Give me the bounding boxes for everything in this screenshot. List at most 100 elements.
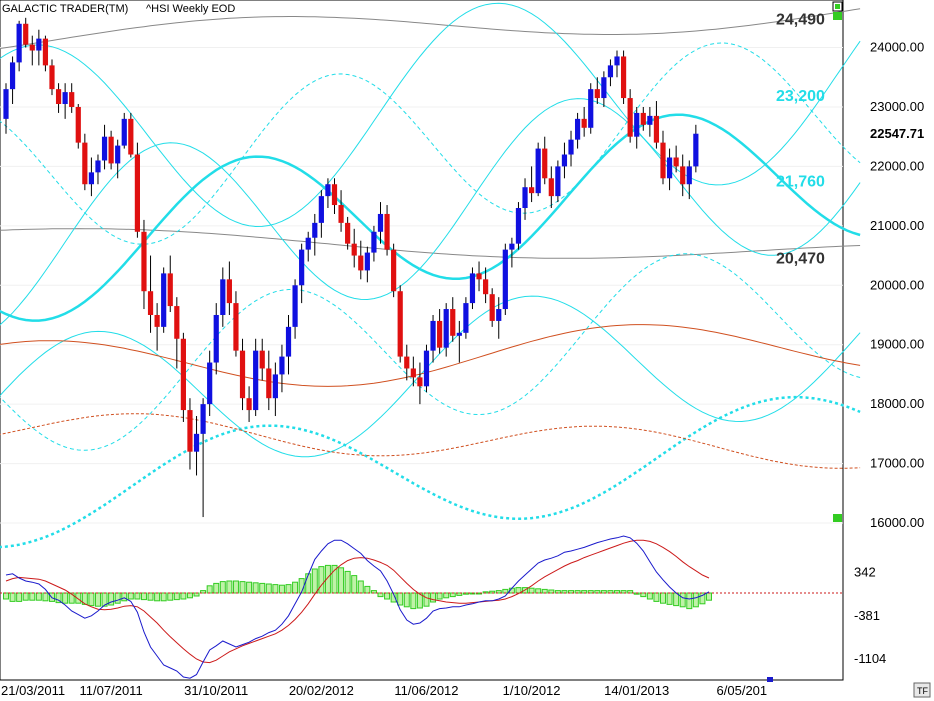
candle-body <box>187 410 193 452</box>
candle-body <box>266 368 272 399</box>
oscillator-tick-label: 342 <box>854 564 876 579</box>
restore-button-indicator <box>835 4 840 9</box>
candle-body <box>305 237 311 250</box>
candle-body <box>686 166 692 185</box>
candle-body <box>430 320 436 351</box>
date-tick-label: 14/01/2013 <box>604 683 669 698</box>
histogram-bar <box>121 592 128 602</box>
histogram-bar <box>42 592 49 602</box>
histogram-bar <box>344 570 351 594</box>
candle-body <box>49 65 55 90</box>
histogram-bar <box>206 585 213 594</box>
candle-body <box>246 398 252 411</box>
histogram-bar <box>127 592 134 600</box>
candle-body <box>259 350 265 369</box>
histogram-bar <box>541 588 548 594</box>
candle-body <box>377 213 384 232</box>
level-label: 20,470 <box>776 250 825 267</box>
histogram-bar <box>620 590 627 594</box>
histogram-bar <box>568 590 575 594</box>
histogram-bar <box>167 592 174 601</box>
candle-body <box>128 118 134 155</box>
histogram-bar <box>692 592 699 608</box>
candle-body <box>226 279 232 304</box>
candle-body <box>141 231 147 292</box>
panel-bottom-handle[interactable] <box>833 514 842 522</box>
candle-body <box>253 350 259 411</box>
histogram-bar <box>436 592 443 600</box>
candle-body <box>601 77 607 99</box>
candle-body <box>42 38 49 66</box>
candle-body <box>82 142 88 185</box>
candle-body <box>193 433 200 452</box>
candle-body <box>614 56 620 66</box>
price-panel-frame <box>0 0 844 524</box>
oscillator-tick-label: -381 <box>854 608 880 623</box>
histogram-bar <box>311 568 318 594</box>
histogram-bar <box>640 592 647 598</box>
candle-body <box>16 23 22 63</box>
candle-body <box>134 154 140 232</box>
candle-body <box>88 172 95 185</box>
candle-body <box>121 118 127 146</box>
histogram-bar <box>666 592 673 605</box>
scroll-position-marker[interactable] <box>767 677 773 682</box>
date-tick-label: 20/02/2012 <box>289 683 354 698</box>
signal-line <box>5 539 710 664</box>
date-tick-label: 21/03/2011 <box>1 683 65 698</box>
candle-body <box>167 273 173 307</box>
candle-body <box>574 118 581 140</box>
histogram-bar <box>384 592 391 600</box>
price-tick-label: 21000.00 <box>870 218 924 233</box>
cycle-band-c1 <box>0 2 861 228</box>
candle-body <box>207 362 213 405</box>
price-y-axis: 24000.00 23000.00 22000.00 21000.00 20000.00… <box>870 40 924 530</box>
cycle-band-c6 <box>0 395 861 549</box>
candle-body <box>69 92 75 107</box>
histogram-bar <box>265 583 272 594</box>
candle-body <box>647 115 653 125</box>
candle-body <box>529 187 535 194</box>
candle-body <box>463 303 469 333</box>
histogram-bar <box>22 592 29 601</box>
date-tick-label: 6/05/201 <box>717 683 768 698</box>
timeframe-button[interactable] <box>913 682 931 698</box>
candle-body <box>161 273 167 327</box>
price-tick-label: 20000.00 <box>870 277 924 292</box>
date-tick-label: 11/07/2011 <box>80 683 143 698</box>
candle-body <box>509 243 515 250</box>
candle-body <box>75 106 81 143</box>
candle-body <box>542 148 548 179</box>
histogram-bar <box>213 582 220 594</box>
histogram-bar <box>600 590 607 594</box>
price-tick-label: 16000.00 <box>870 515 924 530</box>
histogram-bar <box>226 580 233 594</box>
histogram-bar <box>252 582 259 594</box>
date-tick-label: 1/10/2012 <box>503 683 561 698</box>
histogram-bar <box>528 587 535 594</box>
histogram-bar <box>278 584 285 594</box>
histogram-bar <box>318 566 325 594</box>
candle-body <box>555 166 561 197</box>
panel-top-handle[interactable] <box>833 12 842 20</box>
candle-body <box>351 243 357 256</box>
candle-body <box>666 157 673 179</box>
candle-body <box>36 38 42 51</box>
candle-body <box>680 166 686 185</box>
macd-oscillator <box>0 535 843 679</box>
candle-body <box>115 145 121 164</box>
candle-body <box>239 350 246 399</box>
price-tick-label: 23000.00 <box>870 99 924 114</box>
candle-body <box>634 112 640 137</box>
app-title: GALACTIC TRADER(TM) <box>2 3 128 15</box>
candle-body <box>292 285 298 327</box>
histogram-bar <box>154 592 161 602</box>
candle-body <box>147 291 154 315</box>
histogram-bar <box>587 590 594 594</box>
price-tick-label: 19000.00 <box>870 337 924 352</box>
date-tick-label: 11/06/2012 <box>394 683 458 698</box>
candle-body <box>640 112 646 125</box>
candle-body <box>548 178 554 197</box>
histogram-bar <box>239 581 246 594</box>
